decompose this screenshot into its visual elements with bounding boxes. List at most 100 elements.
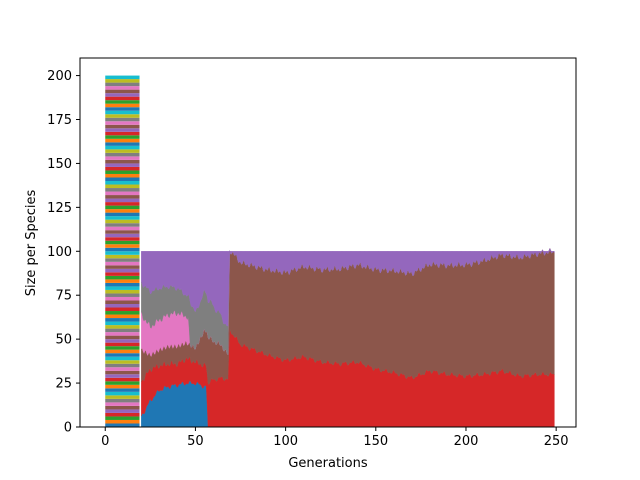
species-band-22 bbox=[105, 346, 140, 350]
y-tick-label: 75 bbox=[55, 289, 72, 304]
species-band-27 bbox=[105, 328, 140, 333]
species-band-32 bbox=[105, 311, 140, 315]
species-band-76 bbox=[105, 156, 140, 160]
species-band-95 bbox=[105, 89, 140, 94]
species-band-84 bbox=[105, 128, 140, 132]
species-band-40 bbox=[105, 282, 140, 287]
species-band-48 bbox=[105, 254, 140, 259]
species-band-78 bbox=[105, 149, 140, 153]
species-band-38 bbox=[105, 289, 140, 294]
species-band-20 bbox=[105, 353, 140, 357]
species-band-99 bbox=[105, 75, 140, 80]
species-band-68 bbox=[105, 184, 140, 189]
species-band-60 bbox=[105, 212, 140, 217]
species-band-15 bbox=[105, 370, 140, 375]
species-band-70 bbox=[105, 177, 140, 181]
species-band-72 bbox=[105, 170, 140, 174]
x-tick-label: 50 bbox=[187, 434, 204, 449]
species-band-90 bbox=[105, 107, 140, 111]
species-band-56 bbox=[105, 226, 140, 231]
species-band-21 bbox=[105, 349, 140, 354]
species-band-94 bbox=[105, 93, 140, 97]
species-band-26 bbox=[105, 332, 140, 336]
species-band-31 bbox=[105, 314, 140, 319]
x-tick-label: 200 bbox=[454, 434, 479, 449]
y-tick-label: 50 bbox=[55, 333, 72, 348]
y-tick-label: 100 bbox=[47, 245, 72, 260]
species-band-24 bbox=[105, 339, 140, 343]
species-band-9 bbox=[105, 391, 140, 396]
species-band-79 bbox=[105, 145, 140, 150]
species-band-47 bbox=[105, 258, 140, 262]
species-band-73 bbox=[105, 166, 140, 171]
species-band-6 bbox=[105, 402, 140, 406]
y-tick-label: 0 bbox=[64, 421, 72, 436]
species-band-63 bbox=[105, 202, 140, 206]
species-band-23 bbox=[105, 342, 140, 347]
species-band-29 bbox=[105, 321, 140, 326]
y-tick-label: 25 bbox=[55, 377, 72, 392]
species-band-41 bbox=[105, 279, 140, 283]
species-band-42 bbox=[105, 275, 140, 280]
species-band-53 bbox=[105, 237, 140, 241]
species-band-57 bbox=[105, 223, 140, 227]
species-band-3 bbox=[105, 412, 140, 417]
species-band-82 bbox=[105, 135, 140, 139]
y-tick-label: 150 bbox=[47, 157, 72, 172]
species-band-98 bbox=[105, 79, 140, 83]
species-band-45 bbox=[105, 265, 140, 269]
species-band-36 bbox=[105, 296, 140, 301]
species-band-14 bbox=[105, 374, 140, 378]
species-band-75 bbox=[105, 159, 140, 164]
species-band-34 bbox=[105, 304, 140, 308]
species-band-86 bbox=[105, 121, 140, 125]
species-band-74 bbox=[105, 163, 140, 167]
species-area-5 bbox=[141, 247, 555, 327]
species-band-69 bbox=[105, 181, 140, 185]
x-tick-label: 0 bbox=[101, 434, 109, 449]
axes: 0 50 100 150 200 250 0 25 50 75 100 125 150 175 200 bbox=[47, 57, 577, 449]
species-band-88 bbox=[105, 114, 140, 118]
x-axis-label: Generations bbox=[288, 456, 368, 471]
species-band-11 bbox=[105, 384, 140, 389]
species-band-1 bbox=[105, 419, 140, 424]
species-band-39 bbox=[105, 286, 140, 290]
species-band-19 bbox=[105, 356, 140, 361]
species-band-61 bbox=[105, 209, 140, 213]
species-band-87 bbox=[105, 117, 140, 122]
species-band-91 bbox=[105, 103, 140, 108]
species-band-50 bbox=[105, 247, 140, 252]
species-band-46 bbox=[105, 261, 140, 266]
species-band-64 bbox=[105, 198, 140, 203]
x-tick-label: 150 bbox=[363, 434, 388, 449]
species-band-80 bbox=[105, 142, 140, 146]
species-band-83 bbox=[105, 131, 140, 136]
species-band-37 bbox=[105, 293, 140, 297]
species-band-25 bbox=[105, 335, 140, 340]
species-band-97 bbox=[105, 82, 140, 87]
plot-area bbox=[105, 75, 555, 428]
species-band-54 bbox=[105, 233, 140, 238]
species-band-66 bbox=[105, 191, 140, 196]
species-band-96 bbox=[105, 86, 140, 90]
species-band-18 bbox=[105, 360, 140, 364]
species-band-17 bbox=[105, 363, 140, 368]
species-band-58 bbox=[105, 219, 140, 224]
y-tick-label: 200 bbox=[47, 69, 72, 84]
species-band-71 bbox=[105, 173, 140, 178]
species-band-44 bbox=[105, 268, 140, 273]
species-band-30 bbox=[105, 318, 140, 322]
species-band-65 bbox=[105, 195, 140, 199]
species-band-55 bbox=[105, 230, 140, 234]
species-band-93 bbox=[105, 96, 140, 101]
species-band-92 bbox=[105, 100, 140, 104]
species-band-43 bbox=[105, 272, 140, 276]
species-band-51 bbox=[105, 244, 140, 248]
species-band-8 bbox=[105, 395, 140, 399]
species-band-10 bbox=[105, 388, 140, 392]
species-band-52 bbox=[105, 240, 140, 245]
axes-frame bbox=[79, 57, 577, 428]
species-band-49 bbox=[105, 251, 140, 255]
x-tick-label: 100 bbox=[273, 434, 298, 449]
